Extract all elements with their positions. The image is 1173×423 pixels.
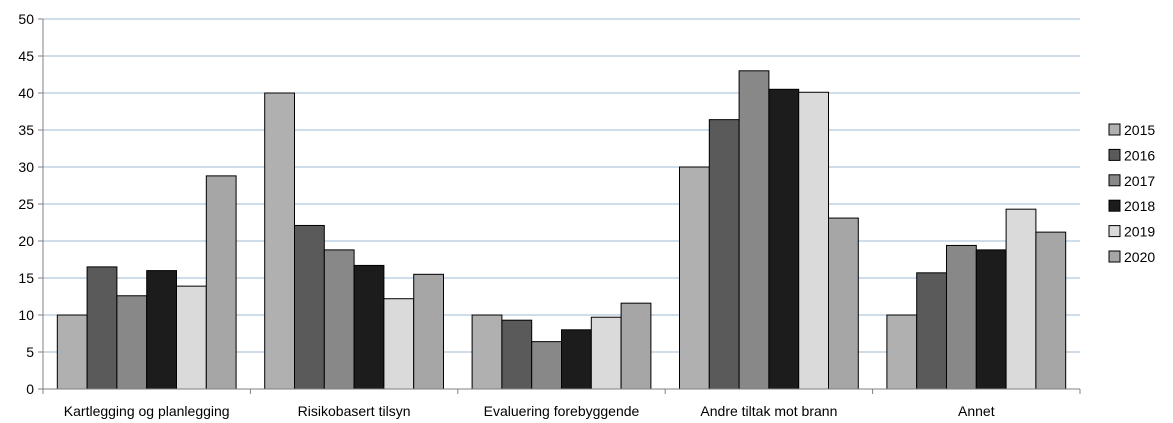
y-tick-label: 25 xyxy=(18,196,34,212)
legend-label-2018: 2018 xyxy=(1124,198,1155,214)
bar-2020-3 xyxy=(620,302,652,390)
bar-2020-2 xyxy=(413,273,445,390)
bar-2015-1 xyxy=(56,314,88,390)
y-tick-label: 5 xyxy=(26,344,34,360)
y-tick-label: 40 xyxy=(18,85,34,101)
x-tick-label: Evaluering forebyggende xyxy=(484,403,640,419)
bar-2016-3 xyxy=(501,319,533,390)
bars xyxy=(56,70,1067,390)
legend-label-2015: 2015 xyxy=(1124,122,1155,138)
bar-2019-3 xyxy=(590,316,622,390)
bar-2018-4 xyxy=(768,88,800,390)
legend-swatch-2015 xyxy=(1108,123,1121,136)
legend-label-2017: 2017 xyxy=(1124,173,1155,189)
bar-2017-3 xyxy=(531,341,563,390)
y-tick-label: 30 xyxy=(18,159,34,175)
bar-2016-2 xyxy=(294,224,325,390)
bar-2017-5 xyxy=(946,244,977,390)
y-tick-label: 15 xyxy=(18,270,34,286)
bar-2020-1 xyxy=(205,175,237,390)
bar-2018-3 xyxy=(561,329,592,390)
legend-swatch-2018 xyxy=(1108,199,1121,212)
bar-2020-5 xyxy=(1035,231,1067,390)
bar-2018-5 xyxy=(975,249,1007,390)
bar-2017-2 xyxy=(323,249,355,390)
x-tick-label: Kartlegging og planlegging xyxy=(64,403,230,419)
y-tick-label: 35 xyxy=(18,122,34,138)
y-tick-label: 45 xyxy=(18,48,34,64)
bar-2015-2 xyxy=(264,92,296,390)
y-tick-label: 20 xyxy=(18,233,34,249)
bar-2015-4 xyxy=(679,166,710,390)
y-tick-label: 50 xyxy=(18,11,34,27)
bar-2016-1 xyxy=(86,266,118,390)
legend-label-2016: 2016 xyxy=(1124,147,1155,163)
bar-2016-4 xyxy=(708,119,740,390)
legend-swatch-2017 xyxy=(1108,174,1121,187)
legend-swatch-2016 xyxy=(1108,148,1121,161)
bar-2017-4 xyxy=(738,70,770,390)
y-tick-label: 0 xyxy=(26,381,34,397)
bar-2020-4 xyxy=(828,217,859,390)
bar-2018-1 xyxy=(146,270,177,390)
bar-2019-1 xyxy=(176,285,207,390)
x-tick-label: Annet xyxy=(958,403,995,419)
y-axis: 0 5 10 15 20 25 30 35 40 45 50 xyxy=(18,11,44,397)
legend-swatch-2019 xyxy=(1108,225,1121,238)
x-tick-label: Risikobasert tilsyn xyxy=(298,403,411,419)
bar-2017-1 xyxy=(116,295,148,390)
legend: 2015 2016 2017 2018 2019 2020 xyxy=(1108,122,1155,265)
legend-swatch-2020 xyxy=(1108,250,1121,263)
bar-2015-3 xyxy=(471,314,503,390)
legend-label-2020: 2020 xyxy=(1124,249,1155,265)
bar-2018-2 xyxy=(353,264,385,390)
bar-2015-5 xyxy=(886,314,918,390)
legend-label-2019: 2019 xyxy=(1124,224,1155,240)
bar-2016-5 xyxy=(916,272,948,390)
bar-2019-5 xyxy=(1005,208,1037,390)
y-tick-label: 10 xyxy=(18,307,34,323)
bar-2019-2 xyxy=(383,298,415,390)
x-axis: Kartlegging og planlegging Risikobasert t… xyxy=(42,388,1081,419)
x-tick-label: Andre tiltak mot brann xyxy=(700,403,837,419)
bar-2019-4 xyxy=(798,91,830,390)
